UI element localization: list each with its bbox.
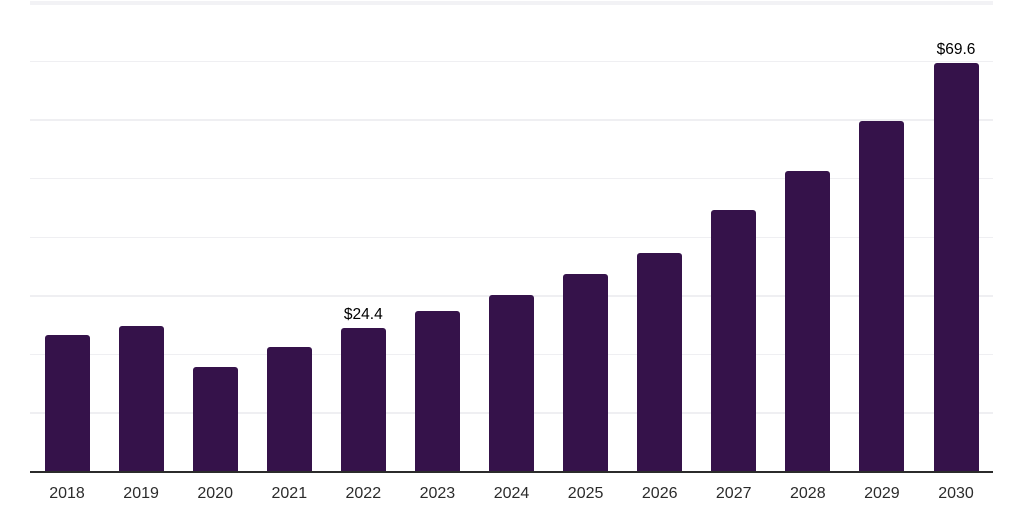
x-tick-label-2030: 2030	[938, 485, 974, 502]
x-tick-label-2029: 2029	[864, 485, 900, 502]
x-tick-label-2018: 2018	[49, 485, 85, 502]
data-label-2030: $69.6	[936, 41, 976, 58]
x-tick-label-2022: 2022	[345, 485, 382, 502]
bar-2023[interactable]	[414, 311, 460, 471]
bar-2026[interactable]	[637, 252, 683, 471]
gridline-60	[30, 119, 993, 121]
x-tick-label-2025: 2025	[567, 485, 604, 502]
bar-2020[interactable]	[192, 366, 238, 471]
bar-2021[interactable]	[266, 346, 312, 471]
x-tick-label-2020: 2020	[197, 485, 233, 502]
gridline-40	[30, 236, 993, 238]
x-tick-label-2019: 2019	[123, 485, 159, 502]
bar-2022[interactable]	[340, 328, 386, 471]
gridline-80	[30, 1, 993, 5]
x-tick-label-2024: 2024	[493, 485, 530, 502]
x-axis-line	[30, 471, 993, 473]
x-tick-label-2027: 2027	[715, 485, 752, 502]
bar-2029[interactable]	[859, 121, 905, 471]
bar-2018[interactable]	[44, 335, 90, 471]
x-tick-label-2026: 2026	[641, 485, 678, 502]
x-tick-label-2021: 2021	[271, 485, 308, 502]
bar-2027[interactable]	[711, 210, 757, 471]
x-tick-label-2028: 2028	[790, 485, 826, 502]
data-label-2022: $24.4	[343, 306, 383, 323]
bar-2030[interactable]	[933, 63, 979, 471]
bar-2024[interactable]	[489, 295, 534, 471]
bar-2025[interactable]	[563, 274, 609, 471]
gridline-70	[30, 60, 993, 63]
bar-2028[interactable]	[785, 170, 831, 471]
bar-2019[interactable]	[118, 326, 164, 471]
gridline-50	[30, 177, 993, 180]
x-tick-label-2023: 2023	[419, 485, 456, 502]
